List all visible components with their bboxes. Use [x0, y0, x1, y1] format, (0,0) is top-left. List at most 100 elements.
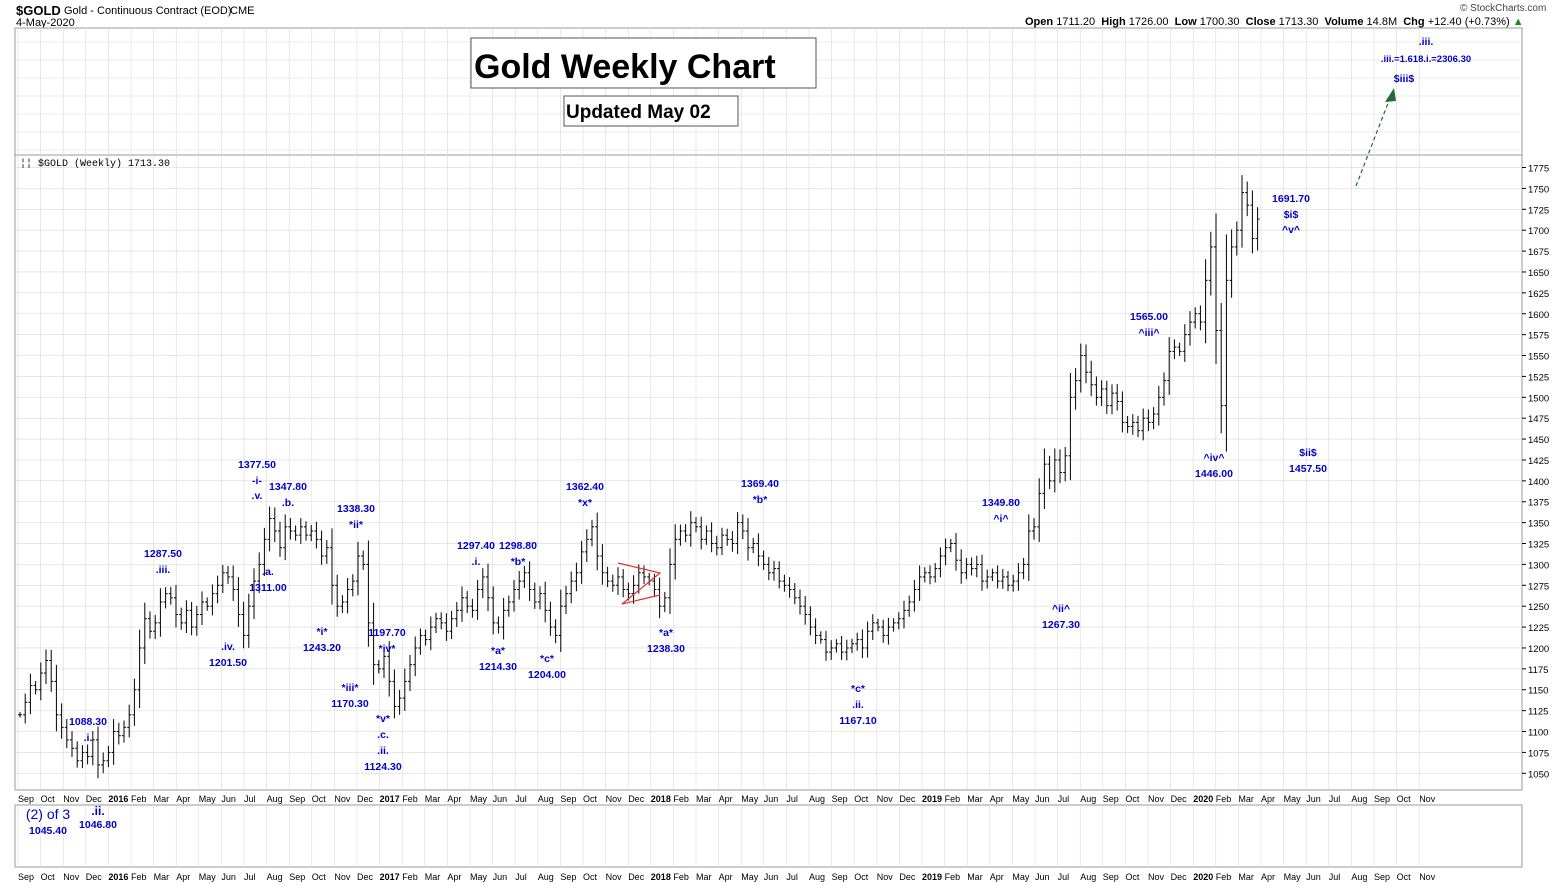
y-tick-label: 1750 [1528, 184, 1549, 195]
y-tick-label: 1775 [1528, 164, 1549, 175]
low-label: Low [1174, 16, 1197, 28]
wave-label: *ii* [349, 519, 364, 531]
x-tick-label: Feb [673, 794, 689, 804]
price-panel [14, 154, 1523, 791]
price-annotation: 1298.80 [499, 540, 537, 552]
price-annotation: 1170.30 [331, 698, 369, 710]
y-tick-label: 1525 [1528, 372, 1549, 383]
y-tick-label: 1225 [1528, 623, 1549, 634]
x-tick-label: Oct [854, 794, 869, 804]
x-tick-label: 2019 [922, 794, 942, 804]
chg-up-arrow-icon: ▲ [1512, 16, 1524, 28]
x-tick-label-lower: Feb [945, 872, 961, 882]
x-tick-label: Oct [1397, 794, 1412, 804]
wave-label: *v* [376, 713, 391, 725]
price-annotation: 1349.80 [982, 497, 1020, 509]
price-annotation: 1338.30 [337, 503, 375, 515]
price-annotation: 1124.30 [364, 761, 402, 773]
price-annotation: 1167.10 [839, 715, 877, 727]
x-tick-label: Dec [357, 794, 374, 804]
price-annotation: 1369.40 [741, 478, 779, 490]
x-tick-label-lower: Jul [244, 872, 256, 882]
wave-label: -i- [252, 475, 262, 487]
x-tick-label-lower: Apr [990, 872, 1004, 882]
price-annotation: 1046.80 [79, 819, 117, 831]
lower-panel [14, 804, 1523, 868]
y-tick-label: 1600 [1528, 310, 1549, 321]
x-tick-label: Jun [1306, 794, 1321, 804]
price-annotation: 1446.00 [1195, 468, 1233, 480]
x-tick-label-lower: Aug [267, 872, 283, 882]
x-tick-label: Sep [18, 794, 34, 804]
x-tick-label-lower: Aug [809, 872, 825, 882]
x-tick-label: May [470, 794, 488, 804]
wave-label: *x* [578, 497, 593, 509]
x-tick-label-lower: Apr [719, 872, 733, 882]
chg-label: Chg [1403, 16, 1425, 28]
x-tick-label-lower: May [470, 872, 488, 882]
y-tick-label: 1650 [1528, 268, 1549, 279]
date: 4-May-2020 [16, 17, 75, 29]
price-annotation: 1311.00 [249, 582, 287, 594]
y-tick-label: 1625 [1528, 289, 1549, 300]
x-tick-label-lower: Mar [967, 872, 983, 882]
x-tick-label-lower: Nov [63, 872, 80, 882]
x-tick-label: May [741, 794, 759, 804]
title-box [470, 37, 817, 89]
projection-line [1355, 97, 1391, 187]
x-tick-label-lower: Sep [289, 872, 305, 882]
x-tick-label: Sep [289, 794, 305, 804]
triangle-pattern [617, 562, 662, 605]
x-tick-label-lower: May [1284, 872, 1302, 882]
x-tick-label: 2018 [651, 794, 671, 804]
x-tick-label: Oct [312, 794, 327, 804]
x-tick-label-lower: Oct [583, 872, 598, 882]
chart-title: Gold Weekly Chart [474, 48, 776, 86]
high-value: 1726.00 [1128, 16, 1169, 28]
close-label: Close [1245, 16, 1276, 28]
price-annotation: 1088.30 [69, 716, 107, 728]
x-tick-label-lower: 2016 [108, 872, 128, 882]
wave-label: *c* [851, 683, 866, 695]
x-tick-label: Nov [334, 794, 351, 804]
x-tick-label-lower: Jun [1035, 872, 1050, 882]
x-tick-label: Mar [425, 794, 441, 804]
wave-label: *iii* [342, 682, 360, 694]
x-tick-label-lower: Sep [1374, 872, 1390, 882]
wave-label: *iv* [379, 643, 397, 655]
x-tick-label-lower: Jun [1306, 872, 1321, 882]
wave-label: .ii. [377, 745, 389, 757]
y-tick-label: 1325 [1528, 540, 1549, 551]
wave-label: $ii$ [1299, 447, 1317, 459]
x-tick-label-lower: May [1012, 872, 1030, 882]
x-tick-label-lower: Oct [854, 872, 869, 882]
open-label: Open [1025, 16, 1054, 28]
y-tick-label: 1250 [1528, 602, 1549, 613]
x-tick-label: Mar [967, 794, 983, 804]
x-tick-label: Nov [1148, 794, 1165, 804]
x-tick-label-lower: Apr [447, 872, 461, 882]
price-annotation: 1214.30 [479, 661, 517, 673]
y-tick-label: 1175 [1528, 665, 1548, 676]
price-annotation: .iii.=1.618.i.=2306.30 [1381, 54, 1471, 65]
x-tick-label-lower: Jul [786, 872, 798, 882]
y-tick-label: 1575 [1528, 331, 1549, 342]
x-tick-label: Jul [786, 794, 798, 804]
y-tick-label: 1725 [1528, 205, 1549, 216]
y-tick-label: 1500 [1528, 393, 1549, 404]
price-annotation: 1204.00 [528, 669, 566, 681]
x-tick-label: Jul [244, 794, 256, 804]
x-tick-label: Nov [1419, 794, 1436, 804]
x-tick-label: May [1284, 794, 1302, 804]
price-annotation: 1297.40 [457, 540, 495, 552]
x-tick-label-lower: Feb [1216, 872, 1232, 882]
x-tick-label: Jul [1329, 794, 1341, 804]
x-tick-label: Mar [154, 794, 170, 804]
x-tick-label-lower: Oct [1125, 872, 1140, 882]
x-tick-label: Mar [696, 794, 712, 804]
wave-label: .iii. [1419, 36, 1434, 48]
x-tick-label-lower: 2019 [922, 872, 942, 882]
x-tick-label: Nov [63, 794, 80, 804]
x-tick-label: Aug [1080, 794, 1096, 804]
